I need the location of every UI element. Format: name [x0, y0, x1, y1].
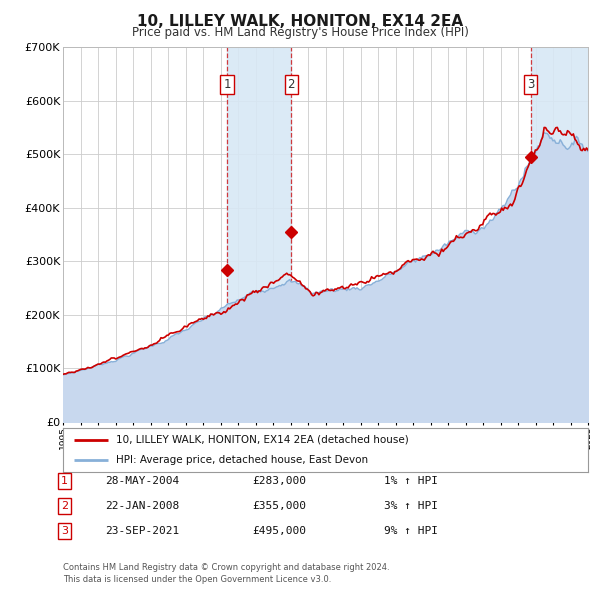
- Text: 1: 1: [61, 476, 68, 486]
- Text: 22-JAN-2008: 22-JAN-2008: [105, 501, 179, 510]
- Text: 1: 1: [223, 78, 231, 91]
- Text: This data is licensed under the Open Government Licence v3.0.: This data is licensed under the Open Gov…: [63, 575, 331, 584]
- Text: Price paid vs. HM Land Registry's House Price Index (HPI): Price paid vs. HM Land Registry's House …: [131, 26, 469, 39]
- Bar: [227, 47, 292, 422]
- Text: Contains HM Land Registry data © Crown copyright and database right 2024.: Contains HM Land Registry data © Crown c…: [63, 563, 389, 572]
- Text: 9% ↑ HPI: 9% ↑ HPI: [384, 526, 438, 536]
- Text: 2: 2: [61, 501, 68, 510]
- Text: 3% ↑ HPI: 3% ↑ HPI: [384, 501, 438, 510]
- Text: 2: 2: [287, 78, 295, 91]
- Text: £355,000: £355,000: [252, 501, 306, 510]
- Text: HPI: Average price, detached house, East Devon: HPI: Average price, detached house, East…: [115, 455, 368, 465]
- Text: 1% ↑ HPI: 1% ↑ HPI: [384, 476, 438, 486]
- Text: 10, LILLEY WALK, HONITON, EX14 2EA (detached house): 10, LILLEY WALK, HONITON, EX14 2EA (deta…: [115, 435, 408, 445]
- Text: 3: 3: [527, 78, 535, 91]
- Text: 10, LILLEY WALK, HONITON, EX14 2EA: 10, LILLEY WALK, HONITON, EX14 2EA: [137, 14, 463, 28]
- Text: 3: 3: [61, 526, 68, 536]
- Text: £495,000: £495,000: [252, 526, 306, 536]
- Text: 28-MAY-2004: 28-MAY-2004: [105, 476, 179, 486]
- Bar: [531, 47, 588, 422]
- Text: 23-SEP-2021: 23-SEP-2021: [105, 526, 179, 536]
- Text: £283,000: £283,000: [252, 476, 306, 486]
